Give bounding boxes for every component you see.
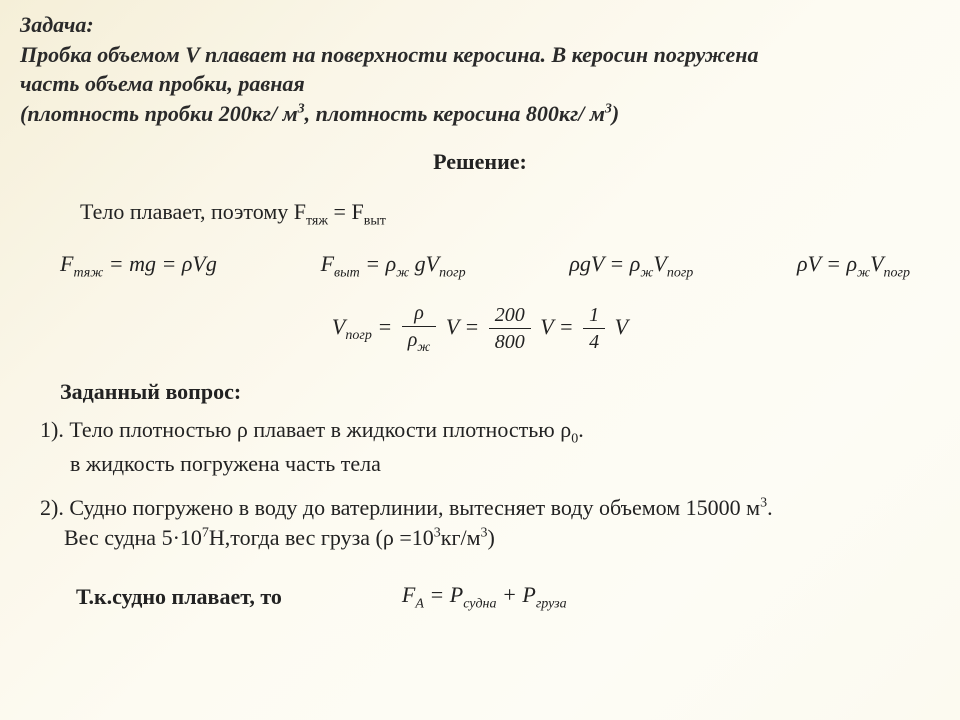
formula-4: ρV = ρжVпогр [797,251,910,281]
frac3-den: 4 [583,329,605,353]
floating-text-a: Тело плавает, поэтому F [80,199,306,224]
frac-lhs-sub: погр [345,328,371,343]
f3b: V [653,251,666,276]
fa: F [402,582,415,607]
final-eq: FА = Pсудна + Pгруза [402,582,567,612]
q2a: 2). Судно погружено в воду до ватерлинии… [40,495,760,520]
frac-v3: V [615,313,628,338]
f2s2: ж [396,266,409,281]
f4s1: ж [857,266,870,281]
problem-sup1: 3 [298,102,305,117]
formula-2: Fвыт = ρж gVпогр [321,251,466,281]
q2l2b: Н,тогда вес груза (ρ =10 [209,525,434,550]
floating-text-b: = F [328,199,364,224]
frac2: 200 800 [489,304,531,353]
formula-row: Fтяж = mg = ρVg Fвыт = ρж gVпогр ρgV = ρ… [60,251,910,281]
fs1: А [415,597,424,612]
problem-line3a: (плотность пробки 200кг/ м [20,101,298,126]
frac1-den: ρж [402,327,437,355]
question-1: 1). Тело плотностью ρ плавает в жидкости… [40,415,940,479]
f3a: ρgV = ρ [569,251,640,276]
frac-eq2: = [464,313,484,338]
q1a: 1). Тело плотностью ρ плавает в жидкости… [40,417,571,442]
question-2: 2). Судно погружено в воду до ватерлинии… [40,493,940,552]
f1a: F [60,251,73,276]
frac3-num: 1 [583,304,605,329]
problem-line1: Пробка объемом V плавает на поверхности … [20,42,759,67]
frac1-den-a: ρ [408,329,418,351]
f4s2: погр [884,266,910,281]
fc: + P [497,582,536,607]
f2c: gV [409,251,439,276]
f4a: ρV = ρ [797,251,857,276]
floating-sub1: тяж [306,213,328,228]
q2b: . [767,495,773,520]
frac1-num: ρ [402,302,437,327]
problem-statement: Задача: Пробка объемом V плавает на пове… [20,10,940,129]
f3s2: погр [667,266,693,281]
frac-eq1: = [377,313,397,338]
floating-condition: Тело плавает, поэтому Fтяж = Fвыт [80,199,940,229]
f4b: V [870,251,883,276]
fraction-result: Vпогр = ρ ρж V = 200 800 V = 1 4 V [20,302,940,355]
frac-v2: V [540,313,553,338]
fs3: груза [536,597,567,612]
frac3: 1 4 [583,304,605,353]
frac2-den: 800 [489,329,531,353]
q2l2c: кг/м [441,525,481,550]
frac2-num: 200 [489,304,531,329]
fb: = P [424,582,463,607]
final-bold: Т.к.судно плавает, то [76,584,282,610]
problem-line3b: , плотность керосина 800кг/ м [305,101,605,126]
f2s3: погр [439,266,465,281]
solution-title: Решение: [20,149,940,175]
problem-title: Задача: [20,12,94,37]
frac1-den-sub: ж [417,340,430,355]
q2l2d: ) [488,525,495,550]
formula-1: Fтяж = mg = ρVg [60,251,217,281]
f2a: F [321,251,334,276]
problem-line2: часть объема пробки, равная [20,71,305,96]
f2s1: выт [334,266,360,281]
fs2: судна [463,597,496,612]
floating-sub2: выт [364,213,386,228]
q2l2a: Вес судна 5·10 [64,525,202,550]
frac1: ρ ρж [402,302,437,355]
q1b: . [578,417,584,442]
frac-v1: V [446,313,459,338]
q1-line2: в жидкость погружена часть тела [70,451,381,476]
q2l2sup2: 3 [434,525,441,540]
q2l2sup3: 3 [481,525,488,540]
formula-3: ρgV = ρжVпогр [569,251,693,281]
f1s1: тяж [73,266,103,281]
problem-line3c: ) [612,101,619,126]
frac-lhs: V [332,313,345,338]
frac-eq3: = [559,313,579,338]
question-title: Заданный вопрос: [60,379,940,405]
q2l2sup: 7 [202,525,209,540]
f1c: ρVg [182,251,217,276]
problem-sup2: 3 [605,102,612,117]
final-line: Т.к.судно плавает, то FА = Pсудна + Pгру… [76,582,940,612]
f1b: = mg = [103,251,182,276]
f3s1: ж [640,266,653,281]
f2b: = ρ [360,251,396,276]
